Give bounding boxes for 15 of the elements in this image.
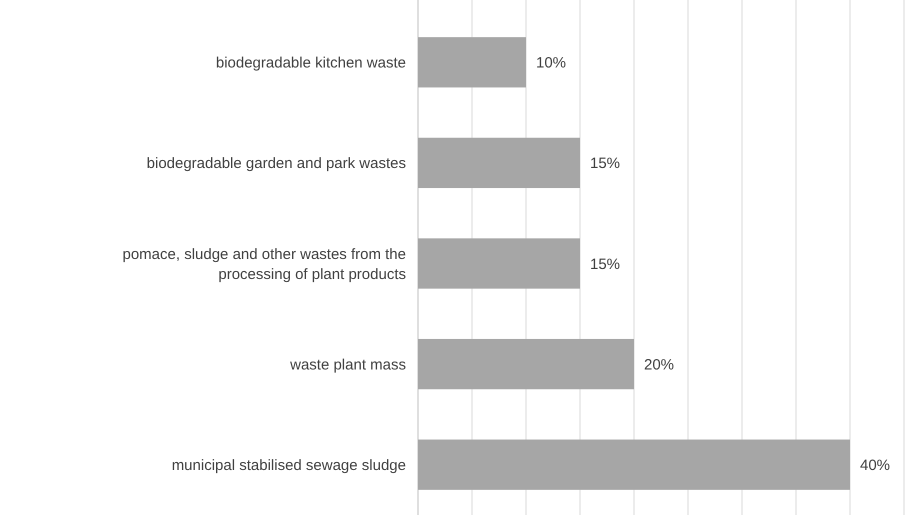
bar <box>418 37 526 88</box>
data-label: 15% <box>590 256 620 273</box>
data-label: 15% <box>590 155 620 172</box>
bar <box>418 238 580 289</box>
y-tick-label: waste plant mass <box>289 356 406 374</box>
y-tick-label: pomace, sludge and other wastes from the processing of plant products <box>122 246 406 283</box>
y-tick-label: biodegradable kitchen waste <box>216 54 406 72</box>
data-label: 40% <box>860 456 890 474</box>
y-tick-label: municipal stabilised sewage sludge <box>172 456 406 474</box>
bar <box>418 338 634 390</box>
data-label: 20% <box>644 356 674 374</box>
bar <box>418 440 850 490</box>
data-label: 10% <box>536 54 566 72</box>
y-tick-label: biodegradable garden and park wastes <box>146 155 406 172</box>
bar <box>418 138 580 188</box>
